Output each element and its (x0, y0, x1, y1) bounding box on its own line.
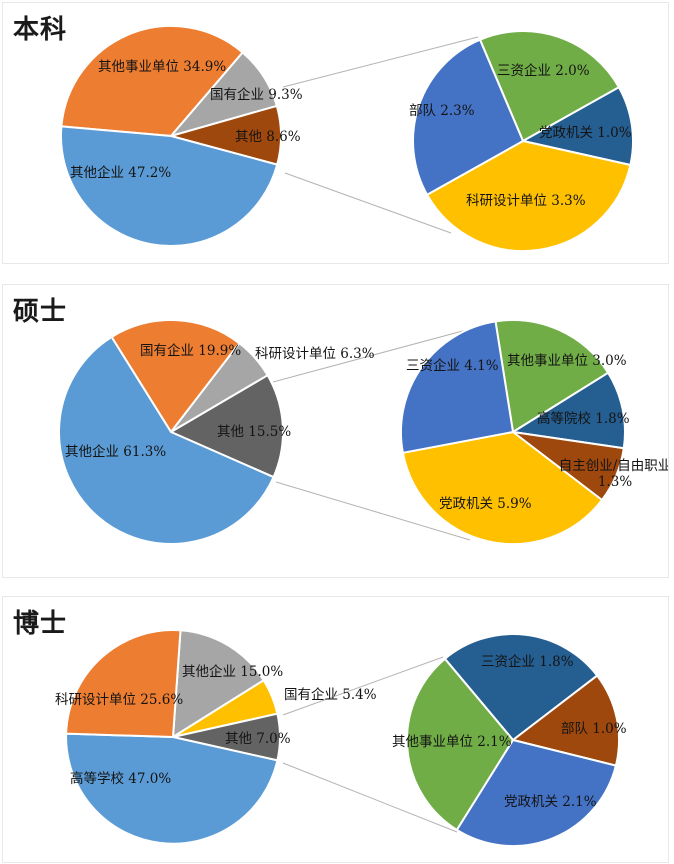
data-label: 其他事业单位 34.9% (98, 59, 227, 75)
data-label: 党政机关 1.0% (539, 125, 632, 141)
panel-doctor: 博士 其他企业 15.0% 科研设计单位 25.6% 国有企业 5.4% 其他 … (2, 596, 669, 863)
data-label: 部队 1.0% (561, 721, 627, 737)
series-line-bottom (282, 762, 458, 833)
secondary-pie (400, 319, 626, 546)
panel-title-master: 硕士 (13, 297, 68, 327)
pie-slice-党政机关 (522, 86, 635, 166)
data-label: 党政机关 5.9% (439, 496, 532, 512)
data-label: 科研设计单位 25.6% (55, 692, 184, 708)
pie-slice-其他企业 (172, 629, 265, 738)
primary-pie (59, 24, 282, 247)
data-label: 高等学校 47.0% (70, 771, 172, 787)
data-label: 其他事业单位 2.1% (392, 734, 512, 750)
panel-title-bachelor: 本科 (13, 15, 68, 45)
data-label: 三资企业 1.8% (481, 654, 574, 670)
secondary-pie (412, 29, 635, 252)
series-line-bottom (275, 481, 471, 541)
pie-slice-三资企业 (400, 320, 514, 454)
data-label: 国有企业 5.4% (284, 687, 377, 703)
data-label: 其他企业 47.2% (70, 165, 172, 181)
pie-slice-科研设计单位 (426, 140, 632, 252)
data-label: 国有企业 9.3% (210, 87, 303, 103)
pie-slice-其他 (170, 374, 284, 479)
data-label: 其他企业 15.0% (182, 664, 284, 680)
pie-slice-部队 (512, 674, 621, 767)
secondary-pie (406, 633, 621, 848)
primary-pie (65, 629, 281, 845)
data-label: 其他 7.0% (225, 731, 291, 747)
pie-slice-三资企业 (443, 633, 599, 741)
data-label: 三资企业 4.1% (406, 358, 499, 374)
primary-pie (58, 318, 284, 545)
data-label: 科研设计单位 6.3% (255, 346, 375, 362)
pie-slice-其他事业单位 (60, 24, 244, 137)
pie-slice-其他企业 (59, 125, 279, 247)
data-label: 自主创业/自由职业 1.3% (558, 458, 669, 490)
data-label: 国有企业 19.9% (140, 343, 242, 359)
data-label: 科研设计单位 3.3% (466, 193, 586, 209)
panel-bachelor: 本科 其他事业单位 34.9% 国有企业 9.3% 其他 8.6% 其他企业 4… (2, 2, 669, 264)
series-line-bottom (284, 172, 452, 234)
pie-of-pie-chart-bachelor (59, 24, 635, 252)
pie-slice-国有企业 (110, 318, 241, 433)
pie-of-pie-chart-master (58, 318, 626, 546)
data-label: 高等院校 1.8% (537, 411, 630, 427)
pie-slice-高等院校 (512, 371, 626, 450)
data-label: 部队 2.3% (409, 103, 475, 119)
pie-of-pie-chart-doctor (65, 629, 621, 848)
data-label: 三资企业 2.0% (497, 63, 590, 79)
panel-master: 硕士 国有企业 19.9% 科研设计单位 6.3% 其他 15.5% 其他企业 … (2, 284, 669, 578)
pie-slice-其他事业单位 (406, 657, 514, 831)
pie-slice-科研设计单位 (65, 629, 182, 738)
data-label: 其他 15.5% (217, 424, 292, 440)
pie-slice-其他事业单位 (494, 319, 610, 433)
pie-slice-部队 (412, 38, 524, 196)
data-label: 其他 8.6% (235, 129, 301, 145)
pie-slice-党政机关 (401, 431, 603, 546)
data-label: 其他企业 61.3% (65, 444, 167, 460)
data-label: 其他事业单位 3.0% (507, 353, 627, 369)
series-line-top (282, 656, 444, 716)
series-line-top (282, 36, 479, 88)
pie-slice-三资企业 (479, 29, 620, 142)
pie-slice-高等学校 (65, 732, 279, 845)
panel-title-doctor: 博士 (13, 609, 68, 639)
data-label: 党政机关 2.1% (504, 794, 597, 810)
pie-slice-其他企业 (58, 336, 275, 545)
series-line-top (272, 328, 471, 383)
